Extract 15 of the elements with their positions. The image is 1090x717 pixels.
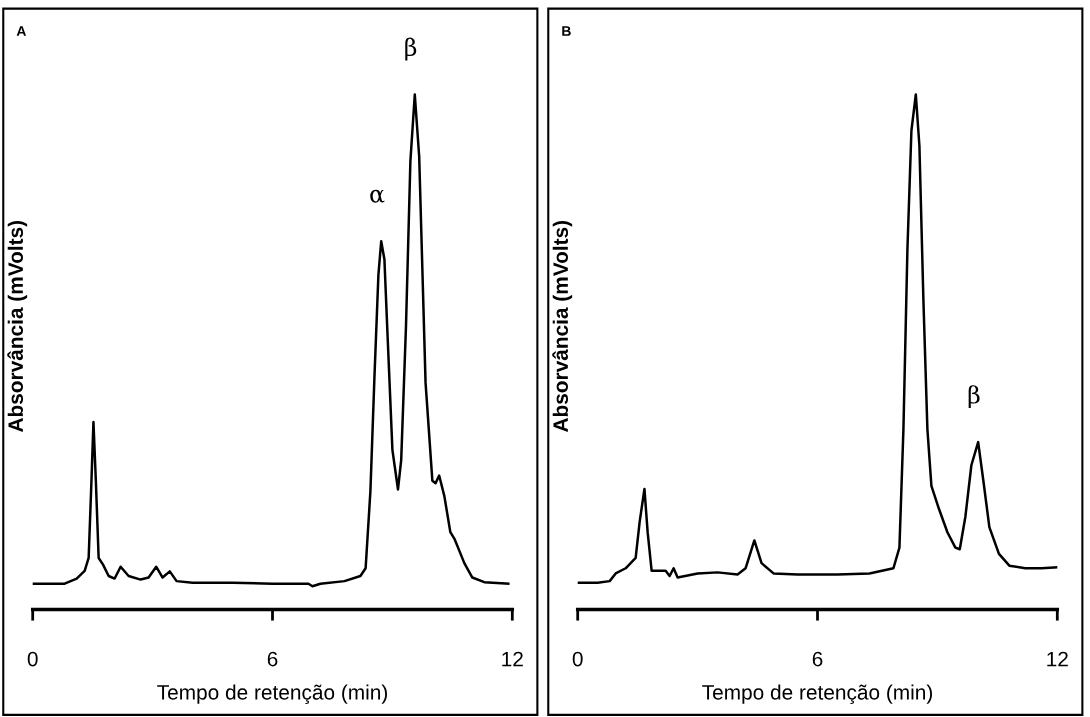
x-tick-label: 6 xyxy=(267,651,278,667)
x-tick-label: 0 xyxy=(27,651,38,667)
x-tick-label: 6 xyxy=(812,651,823,667)
y-axis-title: Absorvância (mVolts) xyxy=(7,220,28,433)
x-axis-title: Tempo de retenção (min) xyxy=(702,684,933,704)
annotation: β xyxy=(968,385,980,409)
x-tick-label: 12 xyxy=(1047,651,1068,667)
text: B xyxy=(562,26,571,36)
text: A xyxy=(16,26,27,36)
y-axis-title: Absorvância (mVolts) xyxy=(552,220,573,433)
x-tick-label: 0 xyxy=(572,651,583,667)
annotation: β xyxy=(405,37,417,61)
annotation: α xyxy=(370,189,385,203)
x-axis-title: Tempo de retenção (min) xyxy=(157,684,388,704)
x-tick-label: 12 xyxy=(502,651,523,667)
